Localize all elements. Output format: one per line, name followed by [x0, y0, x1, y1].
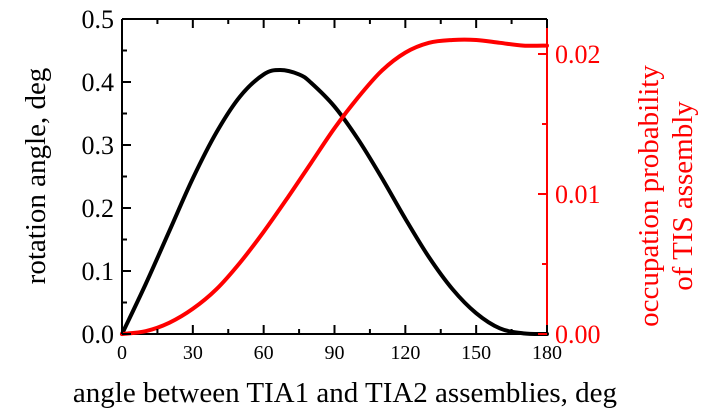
- x-tick-label: 180: [532, 342, 562, 364]
- x-tick-label: 0: [117, 342, 127, 364]
- x-tick-label: 150: [461, 342, 491, 364]
- x-tick-label: 120: [390, 342, 420, 364]
- y-left-tick-label: 0.1: [82, 257, 115, 286]
- x-tick-label: 60: [254, 342, 274, 364]
- x-axis-title: angle between TIA1 and TIA2 assemblies, …: [73, 377, 617, 409]
- occupation-probability-line: [120, 37, 549, 336]
- y-right-tick-label: 0.00: [555, 320, 601, 349]
- y-right-axis-title-line: occupation probability: [633, 65, 665, 327]
- labels-layer: 0 30 60 90 120 150 180 0.0 0.1 0.2 0.3 0.4 0.5 0.00 0.…: [20, 5, 699, 409]
- y-left-tick-label: 0.0: [82, 320, 115, 349]
- y-left-tick-label: 0.2: [82, 194, 115, 223]
- ticks-layer: [121, 18, 548, 335]
- x-tick-label: 90: [325, 342, 345, 364]
- y-left-axis-title: rotation angle, deg: [20, 68, 52, 285]
- y-right-axis-title-line: of TIS assembly: [667, 101, 699, 291]
- rotation-angle-line: [120, 68, 549, 337]
- y-right-tick-label: 0.01: [555, 180, 601, 209]
- x-tick-label: 30: [183, 342, 203, 364]
- plot-frame: [121, 18, 548, 335]
- series-layer: [120, 37, 549, 337]
- y-left-tick-label: 0.5: [82, 5, 115, 34]
- y-left-tick-label: 0.3: [82, 131, 115, 160]
- y-right-tick-label: 0.02: [555, 40, 601, 69]
- y-left-tick-label: 0.4: [82, 68, 115, 97]
